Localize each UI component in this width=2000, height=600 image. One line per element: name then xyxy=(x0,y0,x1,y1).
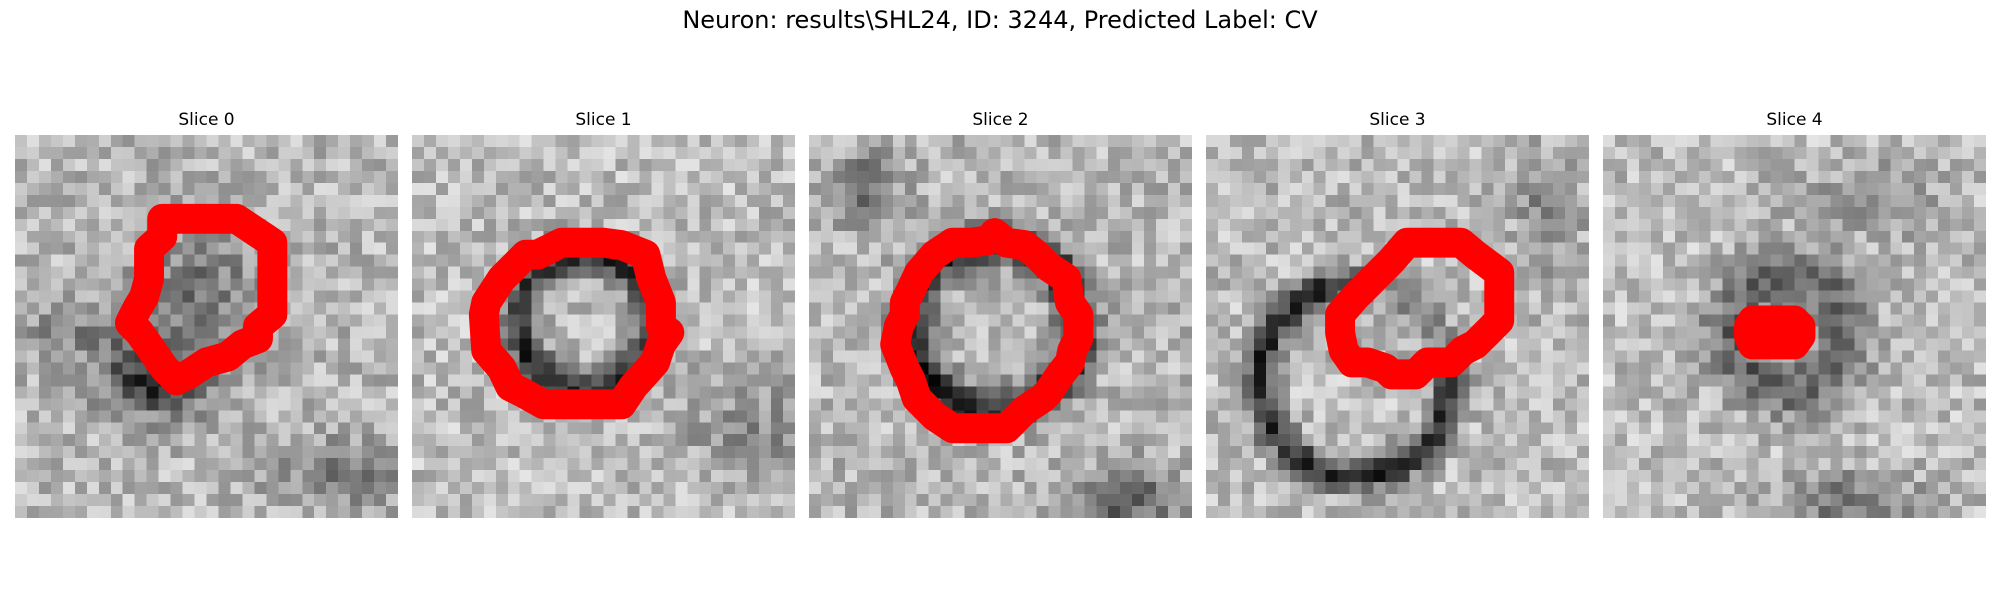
slice-panel-1: Slice 1 xyxy=(412,105,795,525)
slice-image xyxy=(809,135,1192,518)
slice-title: Slice 1 xyxy=(575,110,632,130)
slice-contour xyxy=(1734,305,1816,360)
slice-title: Slice 3 xyxy=(1369,110,1426,130)
slice-contour xyxy=(880,218,1094,444)
slice-contour xyxy=(114,203,288,396)
slice-panel-2: Slice 2 xyxy=(809,105,1192,525)
slice-title: Slice 4 xyxy=(1766,110,1823,130)
slice-image xyxy=(1206,135,1589,518)
slice-contour xyxy=(1325,227,1515,390)
figure-title: Neuron: results\SHL24, ID: 3244, Predict… xyxy=(682,6,1318,34)
slice-panel-0: Slice 0 xyxy=(15,105,398,525)
slice-title: Slice 2 xyxy=(972,110,1029,130)
slice-contour xyxy=(468,227,685,420)
slice-panel-4: Slice 4 xyxy=(1603,105,1986,525)
slice-title: Slice 0 xyxy=(178,110,235,130)
slice-panel-3: Slice 3 xyxy=(1206,105,1589,525)
slice-image xyxy=(15,135,398,518)
